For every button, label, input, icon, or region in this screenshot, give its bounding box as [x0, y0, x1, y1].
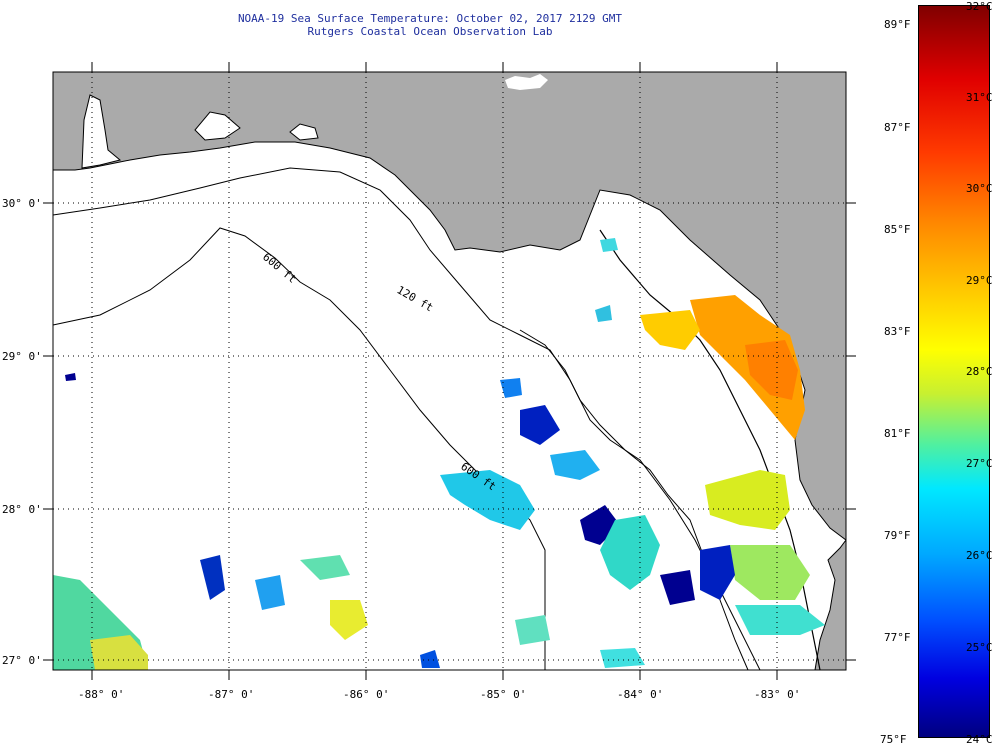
colorbar-c-label: 24°C [966, 733, 993, 746]
lon-label-86: -86° 0' [343, 688, 389, 701]
frame-ticks [43, 62, 856, 680]
isobath-120ft [52, 167, 761, 671]
lon-label-88: -88° 0' [78, 688, 124, 701]
lon-label-87: -87° 0' [208, 688, 254, 701]
colorbar-c-label: 32°C [966, 0, 993, 13]
lon-label-84: -84° 0' [617, 688, 663, 701]
mobile-bay-white [81, 94, 122, 169]
lat-label-28: 28° 0' [2, 503, 42, 516]
colorbar-f-label: 85°F [884, 223, 911, 236]
colorbar-c-label: 27°C [966, 457, 993, 470]
colorbar-f-label: 83°F [884, 325, 911, 338]
colorbar-f-label: 87°F [884, 121, 911, 134]
inland-lake-white [505, 74, 548, 90]
sst-map: 600 ft 120 ft 600 ft -88° 0' -87° 0' -86… [2, 62, 856, 701]
colorbar-c-label: 31°C [966, 91, 993, 104]
colorbar-c-label: 29°C [966, 274, 993, 287]
bay-white-2 [289, 123, 319, 141]
lon-label-85: -85° 0' [480, 688, 526, 701]
colorbar-f-label: 79°F [884, 529, 911, 542]
colorbar-c-label: 30°C [966, 182, 993, 195]
chart-title: NOAA-19 Sea Surface Temperature: October… [237, 12, 623, 25]
map-frame [52, 71, 847, 671]
colorbar [918, 5, 990, 738]
colorbar-f-label: 81°F [884, 427, 911, 440]
lon-label-83: -83° 0' [754, 688, 800, 701]
colorbar-c-label: 28°C [966, 365, 993, 378]
sst-data-patches [53, 238, 825, 670]
chart-subtitle: Rutgers Coastal Ocean Observation Lab [307, 25, 553, 38]
colorbar-f-label: 77°F [884, 631, 911, 644]
lat-label-29: 29° 0' [2, 350, 42, 363]
colorbar-f-label: 89°F [884, 18, 911, 31]
lat-lon-grid [53, 72, 846, 670]
colorbar-gradient [918, 5, 990, 738]
colorbar-c-label: 25°C [966, 641, 993, 654]
isobath-600ft [52, 227, 546, 670]
lat-label-27: 27° 0' [2, 654, 42, 667]
lat-label-30: 30° 0' [2, 197, 42, 210]
colorbar-f-label: 75°F [880, 733, 907, 746]
colorbar-c-label: 26°C [966, 549, 993, 562]
